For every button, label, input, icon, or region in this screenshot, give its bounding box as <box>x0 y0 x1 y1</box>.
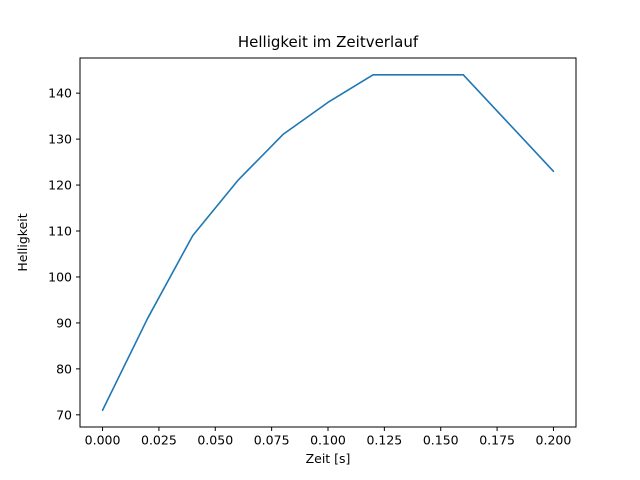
x-tick-label: 0.150 <box>423 433 459 448</box>
y-axis-ticks: 70 80 90 100 110 120 130 140 <box>48 86 80 422</box>
chart-title: Helligkeit im Zeitverlauf <box>238 33 419 51</box>
y-tick-label: 100 <box>48 269 72 284</box>
x-axis-ticks: 0.000 0.025 0.050 0.075 0.100 0.125 0.150 0.175… <box>85 427 572 448</box>
data-line <box>101 73 555 412</box>
y-axis-label: Helligkeit <box>15 213 30 271</box>
data-series-group <box>101 73 555 412</box>
x-tick-label: 0.200 <box>536 433 572 448</box>
y-tick-label: 90 <box>56 315 72 330</box>
x-tick-label: 0.025 <box>141 433 177 448</box>
y-tick-label: 80 <box>56 361 72 376</box>
x-tick-label: 0.175 <box>479 433 515 448</box>
y-tick-label: 110 <box>48 224 72 239</box>
x-axis-label: Zeit [s] <box>306 451 351 466</box>
y-tick-label: 70 <box>56 407 72 422</box>
y-tick-label: 130 <box>48 132 72 147</box>
x-tick-label: 0.125 <box>366 433 402 448</box>
y-tick-label: 140 <box>48 86 72 101</box>
plot-area <box>79 57 577 428</box>
x-tick-label: 0.100 <box>310 433 346 448</box>
x-tick-label: 0.000 <box>85 433 121 448</box>
y-tick-label: 120 <box>48 178 72 193</box>
x-tick-label: 0.050 <box>197 433 233 448</box>
x-tick-label: 0.075 <box>254 433 290 448</box>
